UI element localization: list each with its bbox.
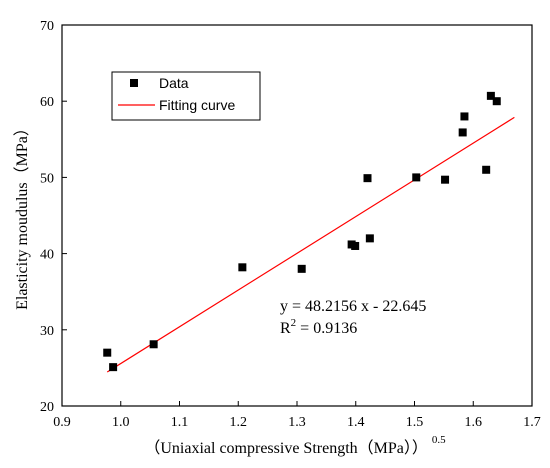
data-points-layer — [103, 91, 501, 372]
data-point — [458, 128, 467, 137]
fitting-curve-line — [106, 116, 515, 373]
data-point — [412, 173, 421, 182]
data-point — [297, 264, 306, 273]
x-tick-label: 1.4 — [347, 415, 365, 430]
y-tick-label: 70 — [40, 19, 54, 34]
data-point — [109, 363, 118, 372]
y-axis-ticks: 20 30 40 50 60 70 — [40, 19, 67, 415]
data-point — [149, 340, 158, 349]
y-tick-label: 50 — [40, 171, 54, 186]
x-tick-label: 1.0 — [112, 415, 130, 430]
data-point — [363, 174, 372, 183]
data-point — [482, 165, 491, 174]
data-point — [460, 112, 469, 121]
data-point — [441, 175, 450, 184]
x-tick-label: 1.3 — [288, 415, 306, 430]
data-point — [103, 348, 112, 357]
r2-superscript: 2 — [291, 317, 297, 329]
data-point — [492, 97, 501, 106]
fit-equation: y = 48.2156 x - 22.645 — [280, 298, 426, 315]
data-point — [351, 241, 360, 250]
fitting-curve-layer — [106, 116, 515, 373]
fit-annotation: y = 48.2156 x - 22.645 R2 = 0.9136 — [280, 298, 426, 337]
y-tick-label: 20 — [40, 400, 54, 415]
x-axis-title-exponent: 0.5 — [432, 434, 446, 446]
y-axis-title: Elasticity moudulus（MPa） — [13, 120, 31, 310]
data-point — [365, 234, 374, 243]
r2-prefix: R — [280, 320, 291, 337]
x-axis-title: （Uniaxial compressive Strength（MPa）） 0.5 — [144, 434, 446, 457]
y-tick-label: 30 — [40, 324, 54, 339]
x-tick-label: 1.5 — [406, 415, 424, 430]
r2-value: = 0.9136 — [296, 320, 357, 337]
x-axis-title-text: （Uniaxial compressive Strength（MPa）） — [144, 439, 428, 457]
y-tick-label: 40 — [40, 248, 54, 263]
x-tick-label: 1.2 — [230, 415, 248, 430]
legend-fit-label: Fitting curve — [159, 97, 235, 113]
y-tick-label: 60 — [40, 95, 54, 110]
x-tick-label: 0.9 — [53, 415, 71, 430]
x-tick-label: 1.1 — [171, 415, 189, 430]
data-point — [238, 263, 247, 272]
x-tick-label: 1.6 — [465, 415, 483, 430]
x-axis-ticks: 0.9 1.0 1.1 1.2 1.3 1.4 1.5 1.6 1.7 — [53, 401, 541, 430]
legend-data-label: Data — [159, 75, 189, 91]
x-tick-label: 1.7 — [523, 415, 541, 430]
legend-data-marker — [130, 79, 138, 87]
fit-r-squared: R2 = 0.9136 — [280, 317, 357, 337]
data-point — [486, 91, 495, 100]
legend: Data Fitting curve — [111, 71, 261, 121]
